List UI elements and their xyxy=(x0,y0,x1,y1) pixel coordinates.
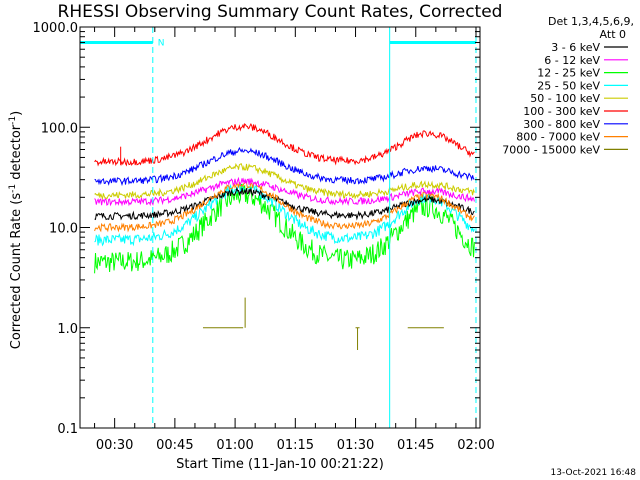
y-tick-label: 1.0 xyxy=(57,322,78,337)
series-line-3-6kev xyxy=(94,186,475,221)
x-axis-label: Start Time (11-Jan-10 00:21:22) xyxy=(176,457,384,472)
series-line-50-100kev xyxy=(94,162,475,201)
series-line-6-12kev xyxy=(94,176,475,207)
legend-label: 12 - 25 keV xyxy=(537,67,600,80)
legend-label: 6 - 12 keV xyxy=(544,54,600,67)
series-line-12-25kev xyxy=(94,183,475,274)
y-axis-label: Corrected Count Rate (s-1 detector-1) xyxy=(8,111,24,349)
x-tick-label: 01:45 xyxy=(397,438,434,453)
y-axis-label-sup1: -1 xyxy=(8,184,18,193)
legend-label: 50 - 100 keV xyxy=(530,92,600,105)
y-axis-label-main: Corrected Count Rate (s xyxy=(9,193,24,350)
legend-label: 7000 - 15000 keV xyxy=(502,143,600,156)
y-tick-label: 0.1 xyxy=(57,422,78,437)
x-tick-label: 00:45 xyxy=(156,438,193,453)
series-line-25-50kev xyxy=(94,183,475,247)
y-tick-label: 10.0 xyxy=(49,222,78,237)
x-tick-label: 01:15 xyxy=(277,438,314,453)
night-bar-label: N xyxy=(158,39,165,49)
x-tick-label: 01:00 xyxy=(216,438,253,453)
legend-header-line1: Det 1,3,4,5,6,9, xyxy=(548,15,634,28)
x-tick-label: 01:30 xyxy=(337,438,374,453)
series-line-300-800kev xyxy=(94,146,475,187)
legend-label: 300 - 800 keV xyxy=(523,118,600,131)
legend-label: 3 - 6 keV xyxy=(551,41,600,54)
plot-frame xyxy=(79,26,481,429)
y-tick-label: 1000.0 xyxy=(33,21,79,36)
series-line-800-7000kev xyxy=(94,181,475,233)
series-line-100-300kev xyxy=(94,123,475,167)
legend-label: 25 - 50 keV xyxy=(537,79,600,92)
y-axis-label-sup2: -1 xyxy=(8,116,18,125)
legend-label: 100 - 300 keV xyxy=(523,105,600,118)
x-tick-label: 00:30 xyxy=(96,438,133,453)
legend-header-line2: Att 0 xyxy=(600,28,626,41)
series-layer xyxy=(94,123,475,350)
footer-timestamp: 13-Oct-2021 16:48 xyxy=(551,468,637,478)
chart-title: RHESSI Observing Summary Count Rates, Co… xyxy=(58,2,503,22)
legend-label: 800 - 7000 keV xyxy=(516,131,600,144)
x-tick-label: 02:00 xyxy=(457,438,494,453)
y-axis-label-mid: detector xyxy=(9,124,24,184)
y-axis-label-end: ) xyxy=(9,111,24,116)
y-tick-label: 100.0 xyxy=(41,121,78,136)
